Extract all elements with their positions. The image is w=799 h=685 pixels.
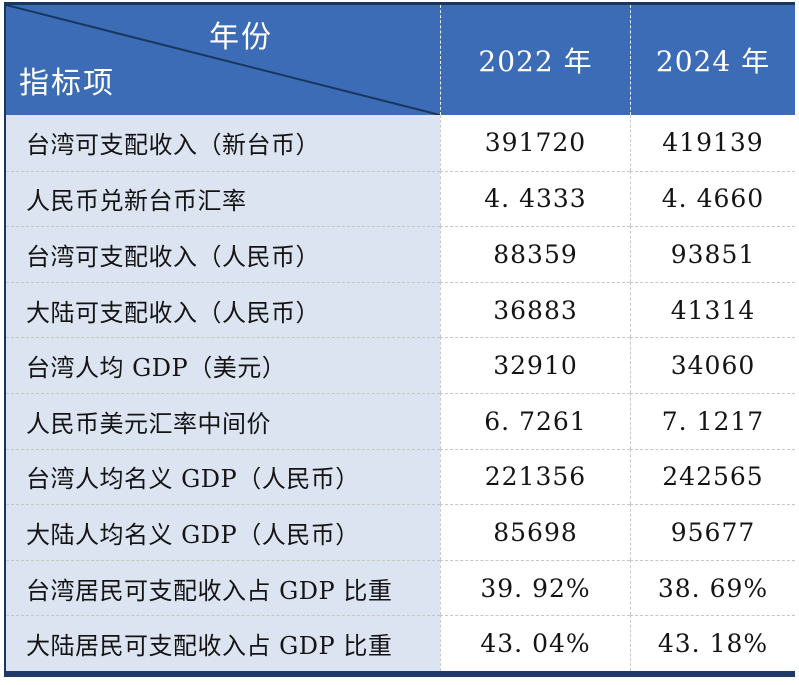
row-label: 台湾人均 GDP（美元）: [6, 337, 440, 393]
table-header-row: 年份 指标项 2022 年 2024 年: [6, 5, 795, 115]
value-2024: 93851: [630, 226, 795, 282]
value-2022: 221356: [440, 448, 630, 505]
value-2024: 242565: [630, 448, 795, 505]
value-2022: 391720: [440, 115, 630, 171]
table-row: 台湾人均名义 GDP（人民币） 221356 242565: [6, 448, 795, 505]
row-label: 大陆可支配收入（人民币）: [6, 281, 440, 338]
value-2024: 7. 1217: [630, 392, 795, 449]
value-2022: 6. 7261: [440, 392, 630, 449]
table-row: 台湾可支配收入（新台币） 391720 419139: [6, 115, 795, 171]
column-header-2024: 2024 年: [630, 5, 795, 115]
value-2024: 419139: [630, 115, 795, 171]
row-label: 人民币美元汇率中间价: [6, 392, 440, 449]
value-2024: 95677: [630, 504, 795, 560]
value-2024: 41314: [630, 281, 795, 338]
table-row: 人民币美元汇率中间价 6. 7261 7. 1217: [6, 392, 795, 449]
value-2022: 4. 4333: [440, 170, 630, 227]
value-2022: 39. 92%: [440, 559, 630, 616]
table-row: 台湾人均 GDP（美元） 32910 34060: [6, 337, 795, 393]
table-row: 人民币兑新台币汇率 4. 4333 4. 4660: [6, 170, 795, 227]
value-2024: 34060: [630, 337, 795, 393]
row-label: 人民币兑新台币汇率: [6, 170, 440, 227]
table-row: 大陆可支配收入（人民币） 36883 41314: [6, 281, 795, 338]
header-diagonal-line: [6, 5, 440, 115]
value-2022: 36883: [440, 281, 630, 338]
value-2024: 4. 4660: [630, 170, 795, 227]
table-row: 台湾居民可支配收入占 GDP 比重 39. 92% 38. 69%: [6, 559, 795, 616]
value-2022: 88359: [440, 226, 630, 282]
table-row: 台湾可支配收入（人民币） 88359 93851: [6, 226, 795, 282]
value-2024: 43. 18%: [630, 615, 795, 671]
table-row: 大陆人均名义 GDP（人民币） 85698 95677: [6, 504, 795, 560]
row-label: 台湾人均名义 GDP（人民币）: [6, 448, 440, 505]
value-2022: 85698: [440, 504, 630, 560]
row-label: 大陆人均名义 GDP（人民币）: [6, 504, 440, 560]
header-corner-cell: 年份 指标项: [6, 5, 440, 115]
corner-label-year: 年份: [209, 20, 273, 55]
row-label: 台湾可支配收入（人民币）: [6, 226, 440, 282]
row-label: 台湾可支配收入（新台币）: [6, 115, 440, 171]
column-header-2022: 2022 年: [440, 5, 630, 115]
row-label: 台湾居民可支配收入占 GDP 比重: [6, 559, 440, 616]
value-2022: 32910: [440, 337, 630, 393]
row-label: 大陆居民可支配收入占 GDP 比重: [6, 615, 440, 671]
table-row: 大陆居民可支配收入占 GDP 比重 43. 04% 43. 18%: [6, 615, 795, 671]
corner-label-indicator: 指标项: [19, 66, 115, 101]
value-2022: 43. 04%: [440, 615, 630, 671]
comparison-table: 年份 指标项 2022 年 2024 年 台湾可支配收入（新台币） 391720…: [4, 2, 795, 677]
value-2024: 38. 69%: [630, 559, 795, 616]
